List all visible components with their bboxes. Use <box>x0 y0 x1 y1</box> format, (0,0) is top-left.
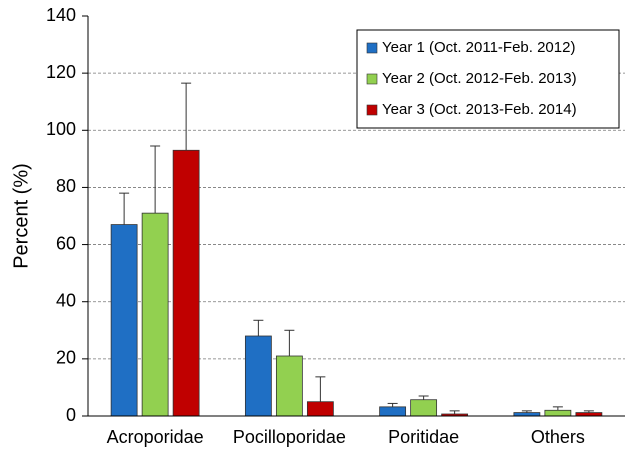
legend-swatch <box>366 104 378 116</box>
y-tick-label: 60 <box>56 233 76 253</box>
legend-box <box>356 29 620 129</box>
bar <box>544 409 572 417</box>
legend-swatch <box>366 73 378 85</box>
bar <box>410 399 438 417</box>
bar <box>244 335 272 417</box>
bar <box>110 224 138 417</box>
bar <box>379 406 407 417</box>
y-tick-label: 100 <box>46 119 76 139</box>
legend: Year 1 (Oct. 2011-Feb. 2012) Year 2 (Oct.… <box>356 29 620 129</box>
bar <box>141 212 169 417</box>
bar <box>513 412 541 417</box>
y-tick-label: 80 <box>56 176 76 196</box>
legend-label: Year 1 (Oct. 2011-Feb. 2012) <box>382 39 575 56</box>
y-tick-label: 20 <box>56 348 76 368</box>
bar <box>275 355 303 417</box>
bar <box>172 149 200 417</box>
legend-swatch <box>366 42 378 54</box>
x-tick-label: Acroporidae <box>107 427 204 447</box>
x-tick-label: Pocilloporidae <box>233 427 346 447</box>
y-tick-label: 0 <box>66 405 76 425</box>
y-tick-label: 120 <box>46 62 76 82</box>
legend-label: Year 3 (Oct. 2013-Feb. 2014) <box>382 101 577 118</box>
legend-label: Year 2 (Oct. 2012-Feb. 2013) <box>382 70 577 87</box>
y-tick-label: 40 <box>56 290 76 310</box>
bar <box>575 412 603 417</box>
y-tick-label: 140 <box>46 5 76 25</box>
y-axis-label: Percent (%) <box>10 163 32 269</box>
x-tick-label: Others <box>531 427 585 447</box>
x-tick-label: Poritidae <box>388 427 459 447</box>
bar <box>306 401 334 417</box>
